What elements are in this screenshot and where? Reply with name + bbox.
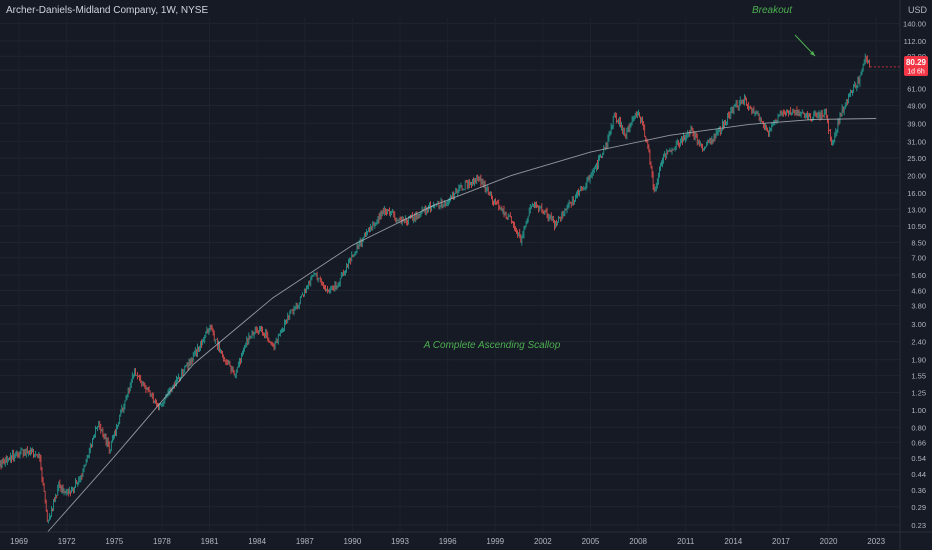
price-tick-label: 13.00 bbox=[907, 205, 926, 214]
price-tick-label: 1.25 bbox=[911, 388, 926, 397]
time-tick-label: 2005 bbox=[582, 537, 600, 546]
price-tick-label: 140.00 bbox=[903, 19, 926, 28]
price-tick-label: 1.55 bbox=[911, 372, 926, 381]
price-tick-label: 20.00 bbox=[907, 172, 926, 181]
last-price-tag[interactable]: 80.29 1d 6h bbox=[904, 56, 928, 76]
price-tick-label: 112.00 bbox=[904, 37, 926, 46]
price-tick-label: 31.00 bbox=[907, 137, 926, 146]
time-tick-label: 2002 bbox=[534, 537, 552, 546]
time-tick-label: 1999 bbox=[486, 537, 504, 546]
price-tick-label: 39.00 bbox=[907, 119, 926, 128]
price-tick-label: 0.23 bbox=[911, 521, 926, 530]
price-tick-label: 0.66 bbox=[911, 438, 926, 447]
time-tick-label: 2017 bbox=[772, 537, 790, 546]
price-tick-label: 1.00 bbox=[911, 406, 926, 415]
price-tick-label: 3.00 bbox=[911, 320, 926, 329]
last-price-label: 80.29 bbox=[906, 58, 927, 67]
price-tick-label: 61.00 bbox=[907, 84, 926, 93]
price-tick-label: 1.90 bbox=[911, 356, 926, 365]
price-tick-label: 0.54 bbox=[911, 454, 926, 463]
time-tick-label: 1972 bbox=[58, 537, 76, 546]
chart-title: Archer-Daniels-Midland Company, 1W, NYSE bbox=[6, 5, 208, 16]
time-tick-label: 1984 bbox=[248, 537, 266, 546]
price-tick-label: 25.00 bbox=[907, 154, 926, 163]
time-tick-label: 2023 bbox=[867, 537, 885, 546]
price-tick-label: 8.50 bbox=[911, 239, 926, 248]
price-tick-label: 5.60 bbox=[911, 271, 926, 280]
time-tick-label: 1981 bbox=[201, 537, 219, 546]
breakout-annotation[interactable]: Breakout bbox=[752, 5, 793, 16]
scallop-curve-line bbox=[47, 118, 877, 533]
grid bbox=[0, 18, 900, 532]
time-tick-label: 2011 bbox=[677, 537, 695, 546]
candles bbox=[0, 53, 870, 524]
time-tick-label: 1969 bbox=[10, 537, 28, 546]
price-tick-label: 0.36 bbox=[911, 486, 926, 495]
price-tick-label: 3.80 bbox=[911, 302, 926, 311]
price-tick-label: 16.00 bbox=[907, 189, 926, 198]
time-tick-label: 1978 bbox=[153, 537, 171, 546]
currency-label: USD bbox=[908, 5, 928, 15]
price-tick-label: 10.50 bbox=[907, 222, 926, 231]
time-tick-label: 1993 bbox=[391, 537, 409, 546]
time-tick-label: 1996 bbox=[439, 537, 457, 546]
time-tick-label: 2014 bbox=[724, 537, 742, 546]
price-tick-label: 49.00 bbox=[907, 102, 926, 111]
time-tick-label: 2008 bbox=[629, 537, 647, 546]
price-tick-label: 2.40 bbox=[911, 337, 926, 346]
price-tick-label: 0.29 bbox=[911, 503, 926, 512]
time-tick-label: 1975 bbox=[105, 537, 123, 546]
price-tick-label: 7.00 bbox=[911, 254, 926, 263]
time-tick-label: 2020 bbox=[820, 537, 838, 546]
scallop-curve bbox=[47, 66, 900, 533]
scallop-annotation[interactable]: A Complete Ascending Scallop bbox=[423, 340, 561, 351]
time-tick-label: 1990 bbox=[343, 537, 361, 546]
time-tick-label: 1987 bbox=[296, 537, 314, 546]
countdown-label: 1d 6h bbox=[907, 69, 925, 76]
price-tick-label: 0.80 bbox=[911, 423, 926, 432]
price-tick-label: 0.44 bbox=[911, 470, 926, 479]
price-tick-label: 4.60 bbox=[911, 287, 926, 296]
breakout-arrow bbox=[794, 34, 816, 57]
